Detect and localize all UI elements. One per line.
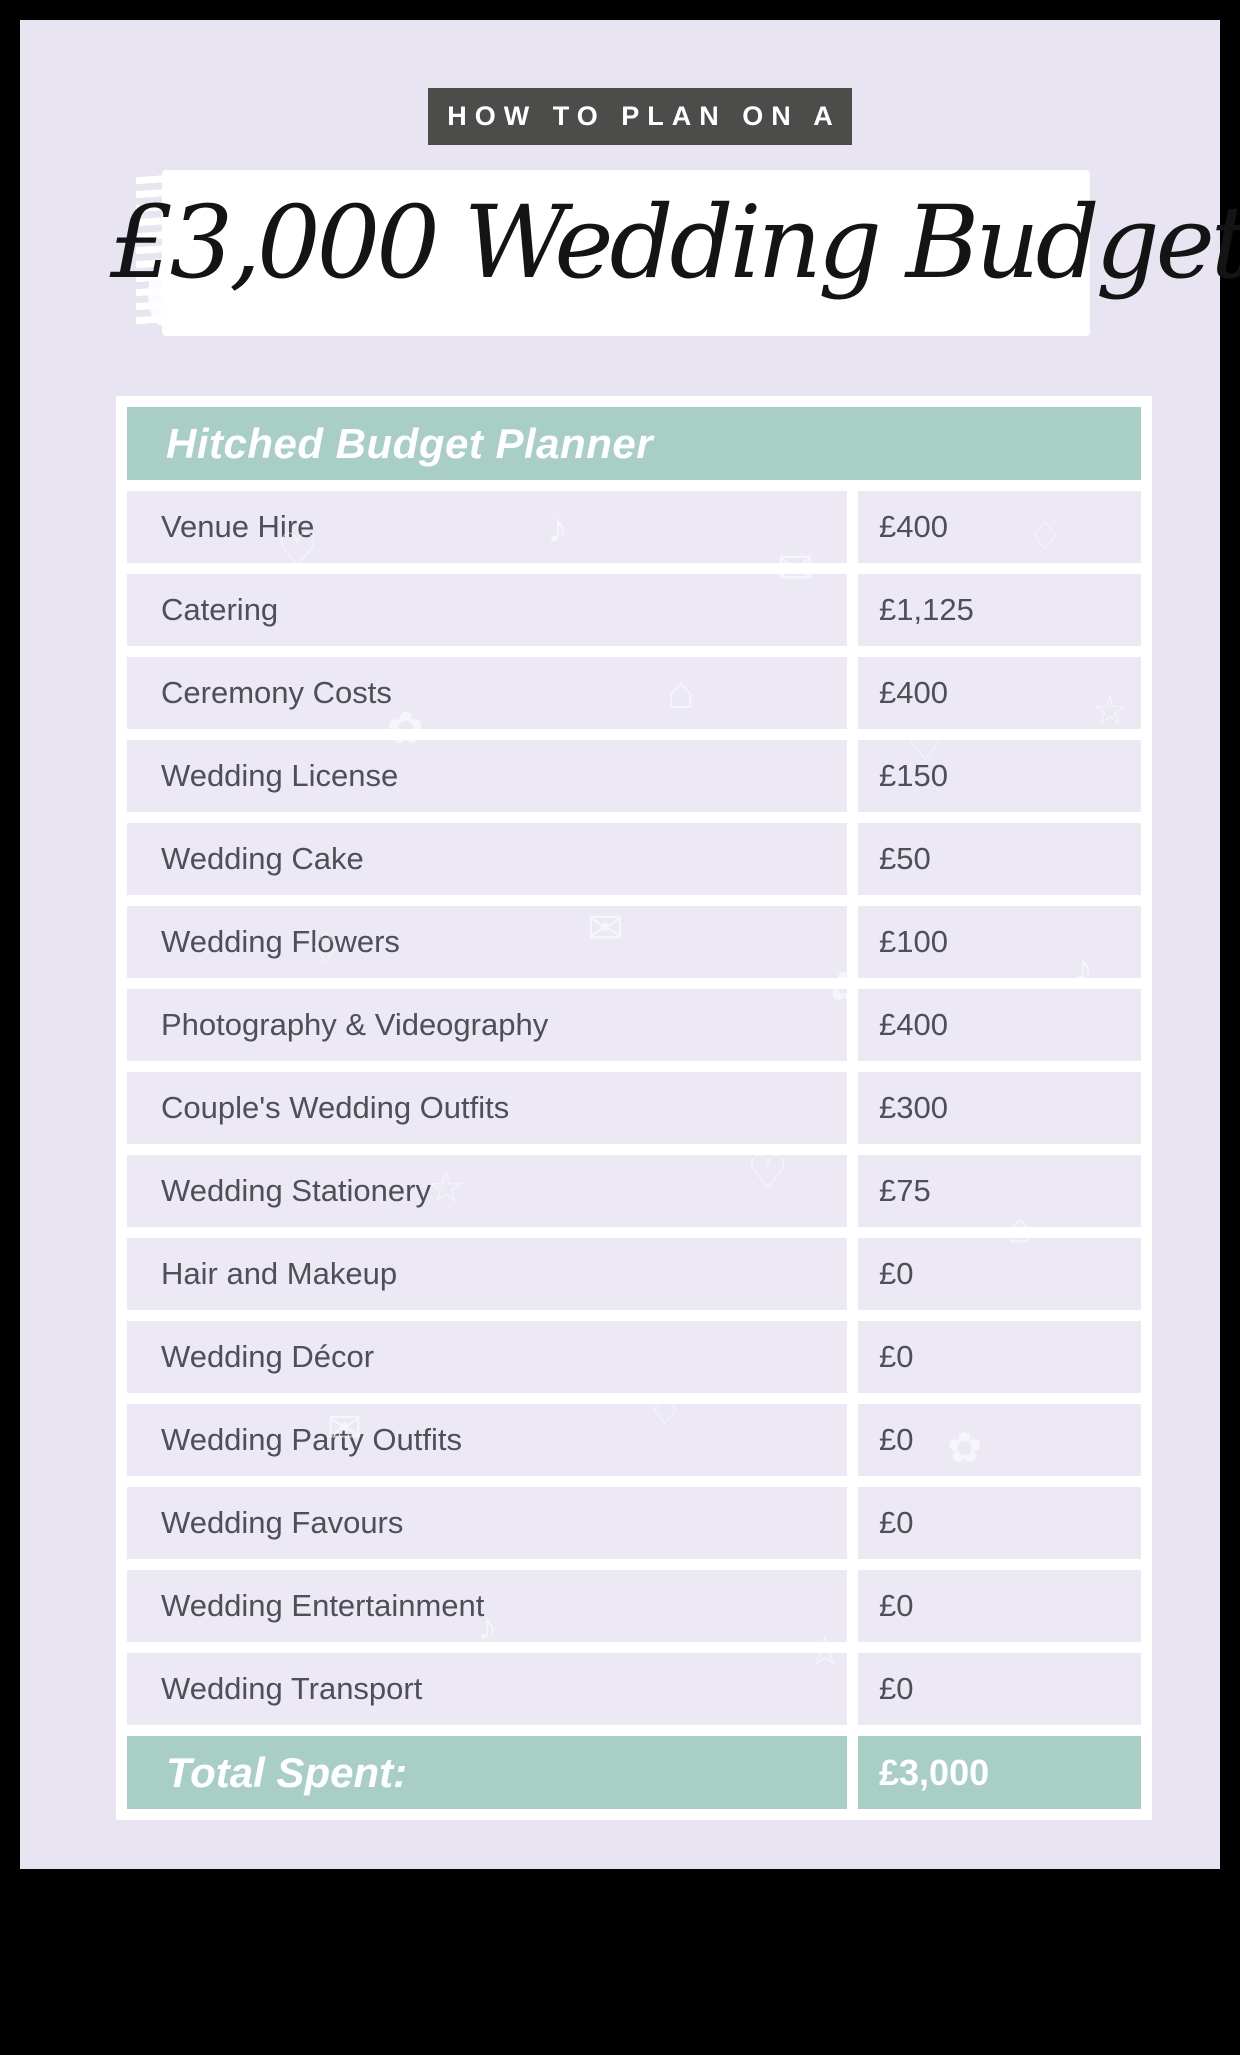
budget-item-value: £400 [858, 491, 1141, 563]
total-label: Total Spent: [127, 1736, 847, 1809]
budget-item-label: Wedding Party Outfits [127, 1404, 847, 1476]
budget-item-label: Venue Hire [127, 491, 847, 563]
budget-item-value: £0 [858, 1238, 1141, 1310]
budget-item-value: £300 [858, 1072, 1141, 1144]
table-row: Wedding License £150 [127, 740, 1141, 812]
budget-item-label: Wedding Décor [127, 1321, 847, 1393]
budget-item-value: £50 [858, 823, 1141, 895]
table-row: Wedding Flowers £100 [127, 906, 1141, 978]
budget-item-label: Wedding Stationery [127, 1155, 847, 1227]
table-header-title: Hitched Budget Planner [166, 419, 654, 467]
table-row: Ceremony Costs £400 [127, 657, 1141, 729]
table-header-row: Hitched Budget Planner [127, 407, 1141, 480]
budget-item-label: Photography & Videography [127, 989, 847, 1061]
budget-table: ♡ ♪ ✉ ♢ ✿ ⌂ ♡ ☆ ♢ ✉ ✿ ♪ ☆ ♡ ⌂ ✉ ♢ ✿ ♪ ☆ Hitched Budget Plan… [116, 396, 1152, 1820]
budget-item-value: £400 [858, 657, 1141, 729]
table-row: Catering £1,125 [127, 574, 1141, 646]
table-row: Wedding Favours £0 [127, 1487, 1141, 1559]
kicker-badge: HOW TO PLAN ON A [428, 88, 852, 145]
table-total-row: Total Spent: £3,000 [127, 1736, 1141, 1809]
table-row: Hair and Makeup £0 [127, 1238, 1141, 1310]
budget-item-value: £0 [858, 1487, 1141, 1559]
budget-item-label: Wedding Flowers [127, 906, 847, 978]
budget-item-value: £100 [858, 906, 1141, 978]
table-row: Photography & Videography £400 [127, 989, 1141, 1061]
budget-item-label: Hair and Makeup [127, 1238, 847, 1310]
table-row: Wedding Entertainment £0 [127, 1570, 1141, 1642]
budget-item-value: £75 [858, 1155, 1141, 1227]
kicker-text: HOW TO PLAN ON A [447, 101, 841, 131]
table-row: Couple's Wedding Outfits £300 [127, 1072, 1141, 1144]
total-value: £3,000 [858, 1736, 1141, 1809]
budget-item-label: Wedding License [127, 740, 847, 812]
table-row: Wedding Décor £0 [127, 1321, 1141, 1393]
budget-item-label: Catering [127, 574, 847, 646]
brush-stroke [148, 170, 1090, 336]
background-card: HOW TO PLAN ON A £3,000 Wedding Budget ♡… [20, 20, 1240, 1869]
table-row: Wedding Stationery £75 [127, 1155, 1141, 1227]
table-row: Wedding Transport £0 [127, 1653, 1141, 1725]
budget-item-value: £400 [858, 989, 1141, 1061]
budget-item-value: £0 [858, 1321, 1141, 1393]
budget-item-value: £150 [858, 740, 1141, 812]
budget-item-value: £0 [858, 1570, 1141, 1642]
budget-item-label: Wedding Entertainment [127, 1570, 847, 1642]
budget-item-label: Wedding Favours [127, 1487, 847, 1559]
budget-item-value: £1,125 [858, 574, 1141, 646]
table-row: Venue Hire £400 [127, 491, 1141, 563]
budget-item-label: Wedding Cake [127, 823, 847, 895]
budget-item-label: Couple's Wedding Outfits [127, 1072, 847, 1144]
budget-item-value: £0 [858, 1404, 1141, 1476]
page-title: £3,000 Wedding Budget [110, 184, 1240, 301]
budget-item-label: Ceremony Costs [127, 657, 847, 729]
budget-item-label: Wedding Transport [127, 1653, 847, 1725]
table-row: Wedding Party Outfits £0 [127, 1404, 1141, 1476]
budget-item-value: £0 [858, 1653, 1141, 1725]
table-row: Wedding Cake £50 [127, 823, 1141, 895]
